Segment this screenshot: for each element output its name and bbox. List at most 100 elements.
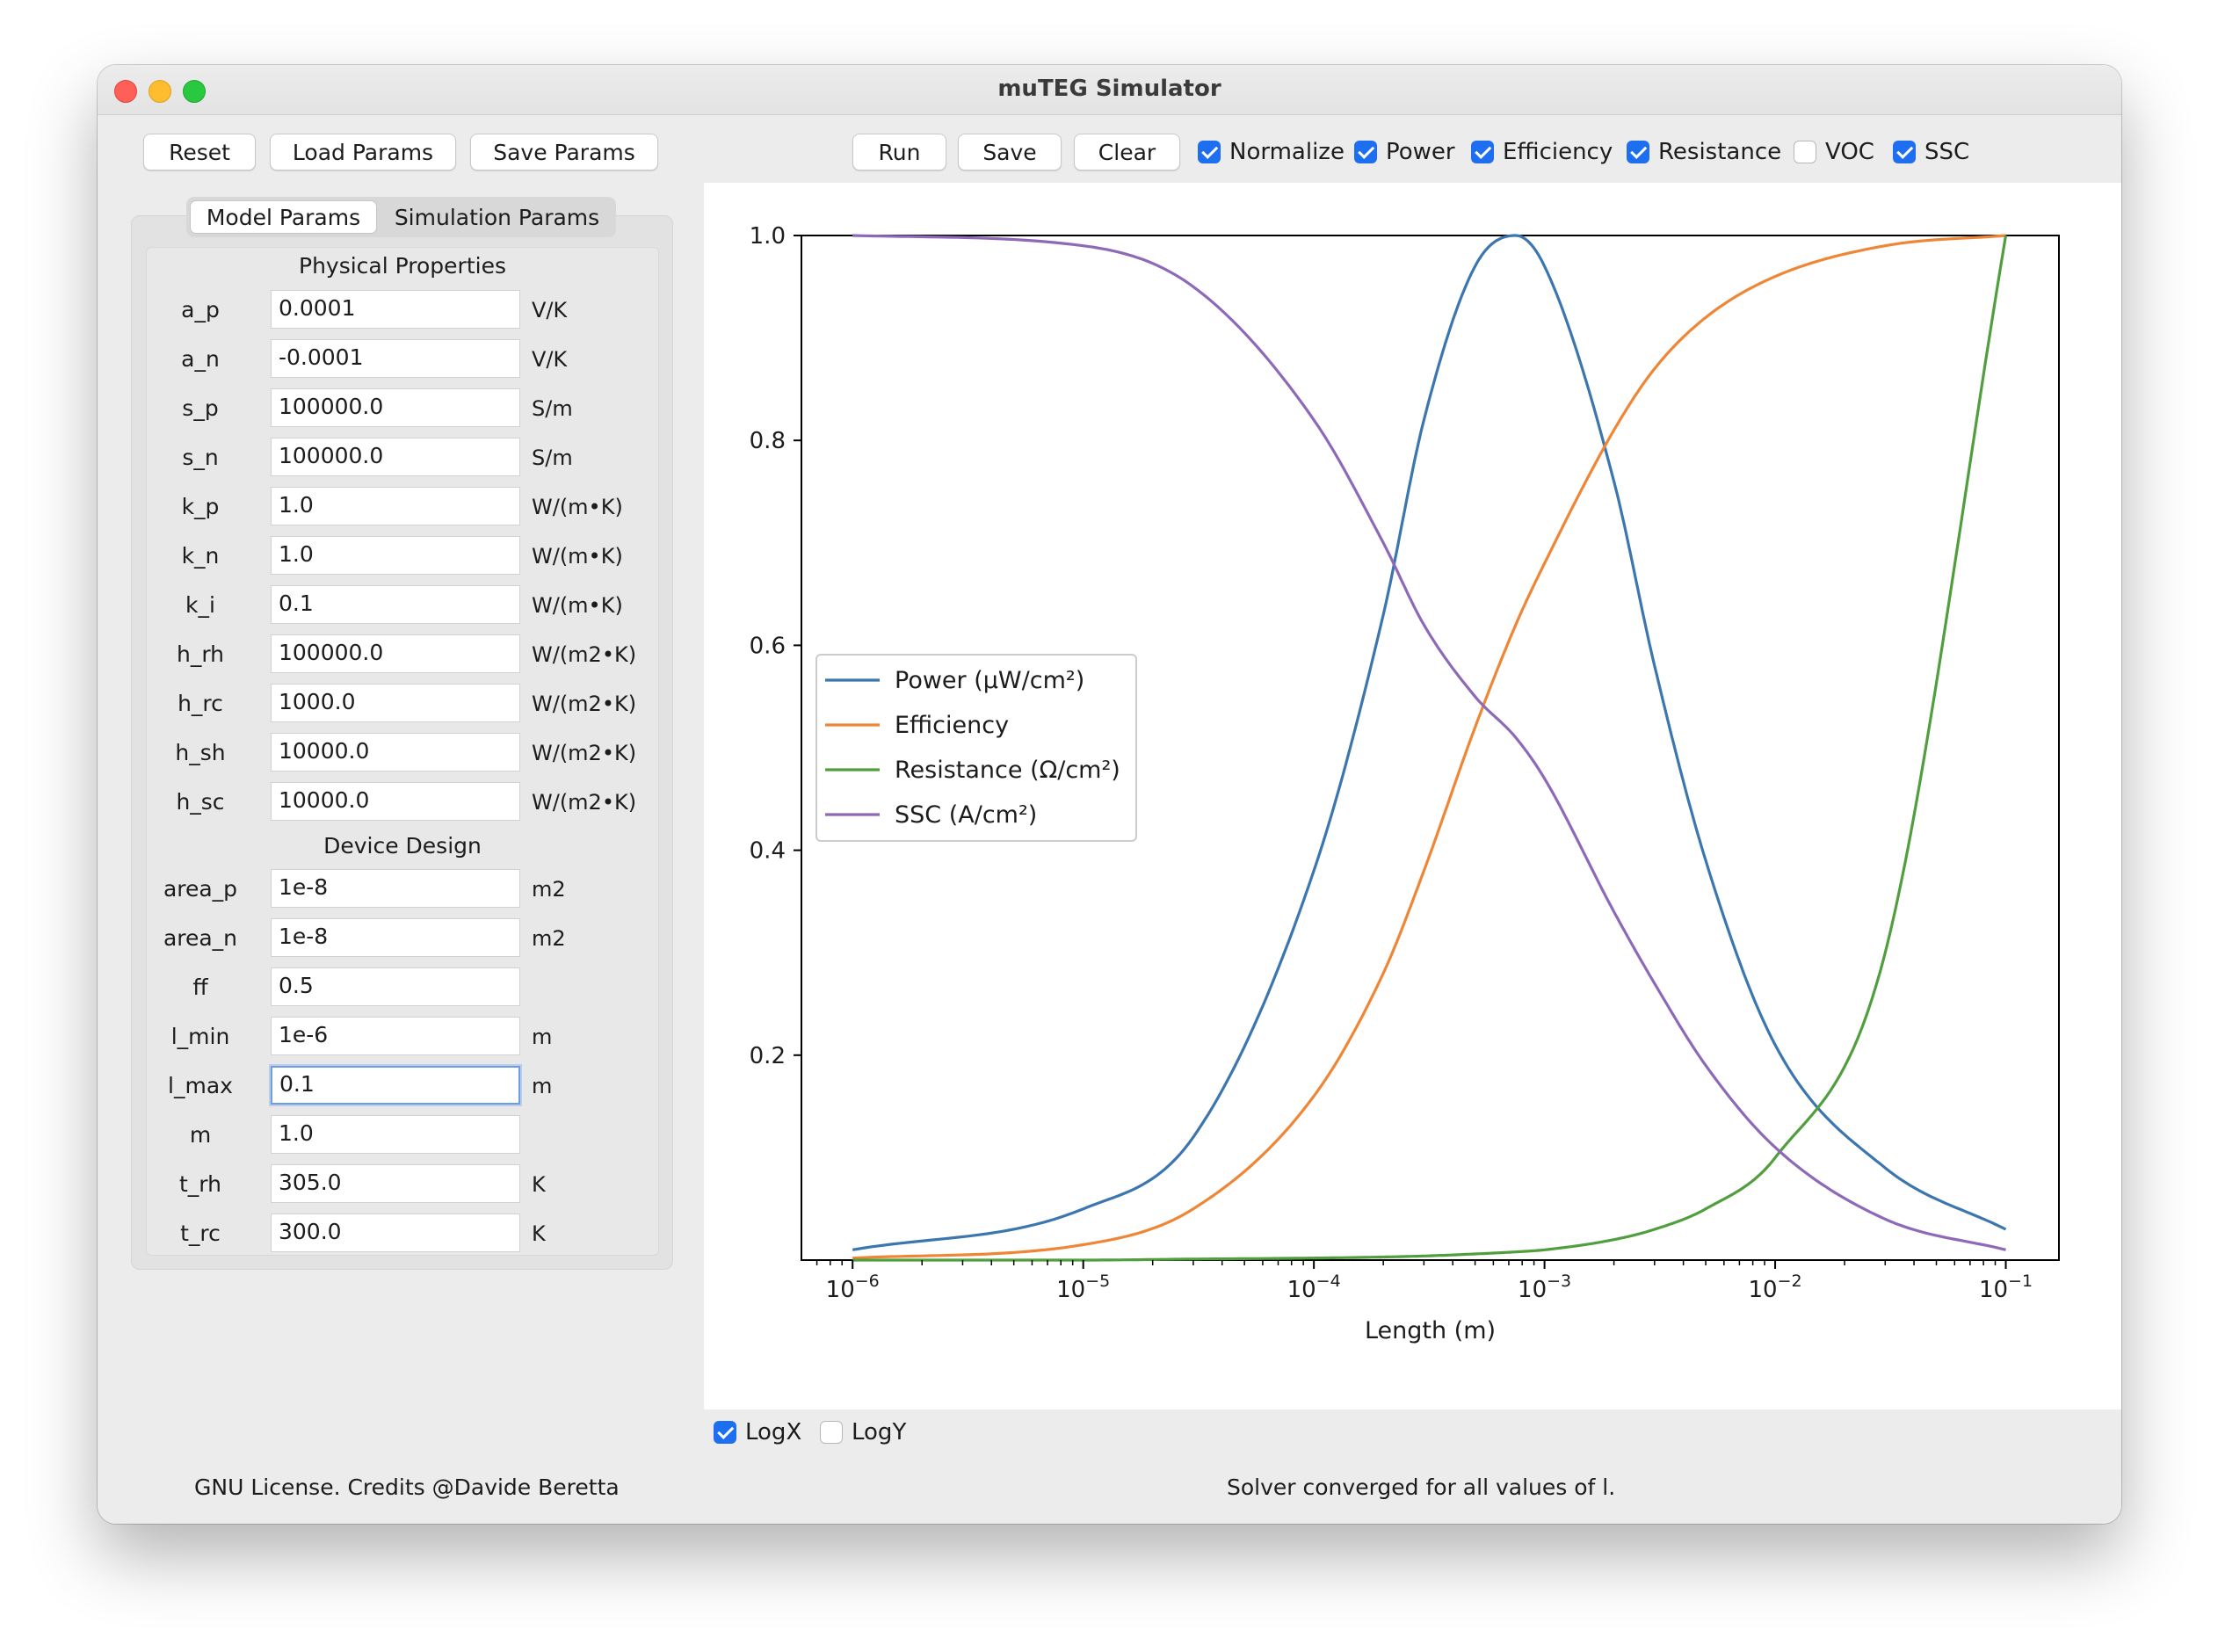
tab-model-params[interactable]: Model Params xyxy=(190,200,377,234)
power-checkbox[interactable]: Power xyxy=(1354,138,1455,166)
param-label-t_rh: t_rh xyxy=(179,1171,221,1197)
y-tick-label: 0.6 xyxy=(750,633,786,659)
param-unit-h_rc: W/(m2•K) xyxy=(532,692,637,716)
x-axis-label: Length (m) xyxy=(1365,1317,1496,1344)
x-tick-label: 10−3 xyxy=(1518,1272,1571,1303)
x-tick-label: 10−6 xyxy=(826,1272,880,1303)
param-unit-s_p: S/m xyxy=(532,396,573,421)
param-input-k_p[interactable]: 1.0 xyxy=(271,487,520,525)
legend-label-resistance: Resistance (Ω/cm²) xyxy=(895,757,1120,784)
reset-button[interactable]: Reset xyxy=(143,134,256,170)
minimize-window-icon[interactable] xyxy=(149,80,171,103)
param-input-m[interactable]: 1.0 xyxy=(271,1115,520,1154)
param-input-t_rh[interactable]: 305.0 xyxy=(271,1164,520,1203)
ssc-checkbox[interactable]: SSC xyxy=(1893,138,1969,166)
param-unit-l_max: m xyxy=(532,1074,553,1098)
param-label-h_rh: h_rh xyxy=(176,641,225,667)
param-unit-area_p: m2 xyxy=(532,877,566,902)
run-button[interactable]: Run xyxy=(852,134,946,170)
load-params-button[interactable]: Load Params xyxy=(270,134,456,170)
window-title: muTEG Simulator xyxy=(997,76,1221,102)
param-input-ff[interactable]: 0.5 xyxy=(271,967,520,1006)
plot-canvas[interactable]: 0.2 0.4 0.6 0.8 1.0 10−6 10−5 10−4 10−3 10−2 10−1 L… xyxy=(704,183,2121,1409)
power-check-icon xyxy=(1354,141,1377,163)
param-input-s_p[interactable]: 100000.0 xyxy=(271,388,520,427)
legend-box xyxy=(815,654,1137,842)
param-label-h_rc: h_rc xyxy=(178,691,223,716)
logx-check-icon xyxy=(714,1421,736,1444)
param-input-l_min[interactable]: 1e-6 xyxy=(271,1017,520,1055)
app-window: muTEG Simulator Reset Load Params Save P… xyxy=(98,65,2121,1524)
param-unit-h_rh: W/(m2•K) xyxy=(532,642,637,667)
param-label-s_n: s_n xyxy=(182,445,219,470)
param-label-ff: ff xyxy=(192,975,208,1000)
resistance-check-icon xyxy=(1627,141,1649,163)
ssc-check-icon xyxy=(1893,141,1916,163)
clear-button[interactable]: Clear xyxy=(1074,134,1180,170)
save-button[interactable]: Save xyxy=(958,134,1062,170)
normalize-checkbox[interactable]: Normalize xyxy=(1198,138,1345,166)
legend-label-efficiency: Efficiency xyxy=(895,712,1009,739)
x-tick-label: 10−1 xyxy=(1979,1272,2033,1303)
tab-simulation-params[interactable]: Simulation Params xyxy=(394,204,600,230)
param-input-area_n[interactable]: 1e-8 xyxy=(271,918,520,957)
param-input-h_rh[interactable]: 100000.0 xyxy=(271,634,520,673)
param-input-k_n[interactable]: 1.0 xyxy=(271,536,520,575)
normalize-label: Normalize xyxy=(1229,139,1345,165)
voc-checkbox[interactable]: VOC xyxy=(1794,138,1874,166)
status-text: Solver converged for all values of l. xyxy=(1227,1474,1616,1500)
param-input-k_i[interactable]: 0.1 xyxy=(271,585,520,624)
x-tick-label: 10−5 xyxy=(1056,1272,1110,1303)
efficiency-check-icon xyxy=(1471,141,1494,163)
param-label-t_rc: t_rc xyxy=(180,1221,221,1246)
params-tabs: Model Params Simulation Params xyxy=(186,197,616,237)
param-input-t_rc[interactable]: 300.0 xyxy=(271,1214,520,1252)
param-unit-k_i: W/(m•K) xyxy=(532,593,623,618)
param-label-m: m xyxy=(189,1122,212,1148)
plot-frame xyxy=(801,235,2060,1261)
line-chart: 0.2 0.4 0.6 0.8 1.0 10−6 10−5 10−4 10−3 10−2 10−1 L… xyxy=(750,223,2060,1344)
param-label-l_max: l_max xyxy=(168,1073,233,1098)
save-params-button[interactable]: Save Params xyxy=(470,134,658,170)
y-tick-label: 0.8 xyxy=(750,428,786,454)
param-label-h_sh: h_sh xyxy=(175,740,226,765)
param-input-h_rc[interactable]: 1000.0 xyxy=(271,684,520,722)
legend-label-power: Power (μW/cm²) xyxy=(895,667,1084,694)
voc-label: VOC xyxy=(1825,139,1874,165)
resistance-label: Resistance xyxy=(1658,139,1782,165)
param-label-a_p: a_p xyxy=(181,297,220,322)
param-label-k_i: k_i xyxy=(185,592,215,618)
logy-checkbox[interactable]: LogY xyxy=(820,1418,906,1446)
param-input-h_sc[interactable]: 10000.0 xyxy=(271,782,520,821)
normalize-check-icon xyxy=(1198,141,1221,163)
y-tick-label: 0.2 xyxy=(750,1043,786,1069)
logy-label: LogY xyxy=(852,1419,907,1446)
param-unit-l_min: m xyxy=(532,1025,553,1049)
device-design-heading: Device Design xyxy=(323,833,482,859)
zoom-window-icon[interactable] xyxy=(183,80,206,103)
series-line-ssc xyxy=(852,234,2006,1251)
series-line-efficiency xyxy=(852,234,2006,1260)
x-tick-label: 10−4 xyxy=(1287,1272,1341,1303)
y-tick-label: 0.4 xyxy=(750,838,786,865)
param-label-h_sc: h_sc xyxy=(176,789,225,815)
efficiency-checkbox[interactable]: Efficiency xyxy=(1471,138,1613,166)
ssc-label: SSC xyxy=(1924,139,1970,165)
param-input-area_p[interactable]: 1e-8 xyxy=(271,869,520,908)
param-unit-h_sc: W/(m2•K) xyxy=(532,790,637,815)
param-input-h_sh[interactable]: 10000.0 xyxy=(271,733,520,772)
x-tick-label: 10−2 xyxy=(1749,1272,1802,1303)
param-input-l_max[interactable]: 0.1 xyxy=(271,1066,520,1105)
legend-label-ssc: SSC (A/cm²) xyxy=(895,801,1037,829)
physical-properties-heading: Physical Properties xyxy=(299,253,506,279)
credits-text: GNU License. Credits @Davide Beretta xyxy=(194,1474,620,1500)
param-input-a_p[interactable]: 0.0001 xyxy=(271,290,520,329)
param-unit-s_n: S/m xyxy=(532,446,573,470)
param-input-s_n[interactable]: 100000.0 xyxy=(271,438,520,476)
logx-checkbox[interactable]: LogX xyxy=(714,1418,801,1446)
resistance-checkbox[interactable]: Resistance xyxy=(1627,138,1781,166)
param-unit-t_rc: K xyxy=(532,1221,546,1246)
close-window-icon[interactable] xyxy=(114,80,137,103)
param-unit-k_n: W/(m•K) xyxy=(532,544,623,569)
param-input-a_n[interactable]: -0.0001 xyxy=(271,339,520,378)
